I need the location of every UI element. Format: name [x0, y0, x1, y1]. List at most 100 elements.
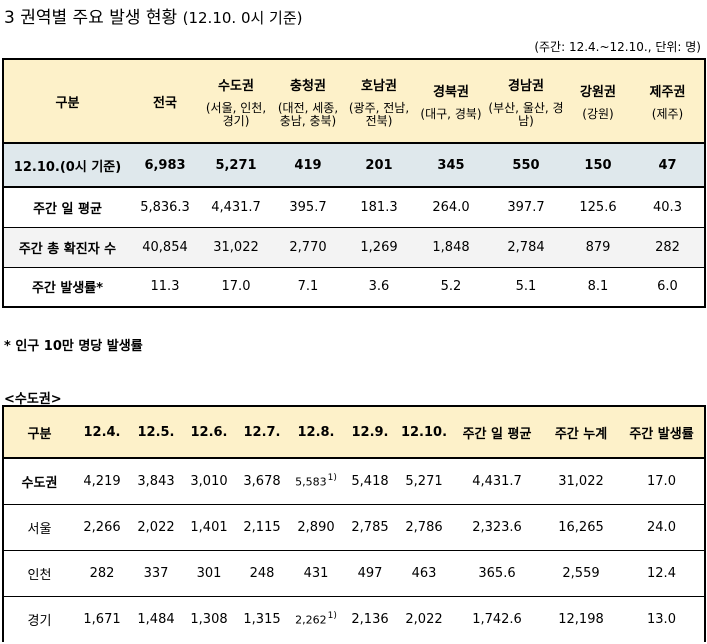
table-row: 인천 282 337 301 248 431 497 463 365.6 2,5…: [3, 549, 705, 596]
footnote-mark: 1): [327, 473, 337, 484]
table-header-row: 구분 전국 수도권 (서울, 인천, 경기) 충청권 (대전, 세종, 충남, 충북…: [3, 59, 705, 143]
table-cell: 248: [235, 549, 289, 596]
footnote-mark: 1): [327, 611, 337, 622]
table-cell: 40.3: [631, 186, 705, 227]
table-cell: 2,266: [75, 503, 129, 550]
table-cell: 6.0: [631, 266, 705, 307]
table-cell: 2,559: [543, 549, 619, 596]
table-cell: 1,671: [75, 595, 129, 642]
table-cell: 3,843: [129, 457, 183, 504]
col-header: 12.7.: [235, 406, 289, 458]
table-cell: 2,022: [397, 595, 451, 642]
section-subtitle: <수도권>: [4, 392, 62, 407]
table-row: 12.10.(0시 기준) 6,983 5,271 419 201 345 55…: [3, 142, 705, 187]
table-cell: 40,854: [131, 226, 199, 267]
table-cell: 31,022: [199, 226, 273, 267]
table-row: 주간 일 평균 5,836.3 4,431.7 395.7 181.3 264.…: [3, 186, 705, 227]
col-header-region: 경남권 (부산, 울산, 경남): [487, 59, 565, 143]
col-header: 구분: [3, 406, 75, 458]
footnote: * 인구 10만 명당 발생률: [4, 339, 143, 354]
table-cell: 6,983: [131, 142, 199, 187]
table-cell: 2,323.6: [451, 503, 543, 550]
table-cell: 24.0: [619, 503, 705, 550]
table-row: 경기 1,671 1,484 1,308 1,315 2,2621) 2,136…: [3, 595, 705, 642]
table-cell: 337: [129, 549, 183, 596]
row-label: 주간 총 확진자 수: [3, 226, 131, 267]
table-row: 서울 2,266 2,022 1,401 2,115 2,890 2,785 2…: [3, 503, 705, 550]
table-cell: 47: [631, 142, 705, 187]
title-date: (12.10. 0시 기준): [182, 9, 303, 27]
col-header-region: 경북권 (대구, 경북): [415, 59, 487, 143]
table-cell: 2,784: [487, 226, 565, 267]
table-cell: 2,022: [129, 503, 183, 550]
table-cell: 16,265: [543, 503, 619, 550]
table-cell: 12.4: [619, 549, 705, 596]
table-cell: 2,890: [289, 503, 343, 550]
table-cell: 2,785: [343, 503, 397, 550]
col-header: 주간 일 평균: [451, 406, 543, 458]
table-cell: 1,308: [183, 595, 235, 642]
table-row: 주간 총 확진자 수 40,854 31,022 2,770 1,269 1,8…: [3, 226, 705, 267]
col-header: 주간 발생률: [619, 406, 705, 458]
table-header-row: 구분 12.4. 12.5. 12.6. 12.7. 12.8. 12.9. 1…: [3, 406, 705, 458]
table-cell: 5,271: [397, 457, 451, 504]
table-cell: 4,431.7: [199, 186, 273, 227]
col-header-category: 구분: [3, 59, 131, 143]
table-cell: 11.3: [131, 266, 199, 307]
row-label: 서울: [3, 503, 75, 550]
table-cell: 2,2621): [289, 595, 343, 642]
col-header-region: 호남권 (광주, 전남, 전북): [343, 59, 415, 143]
col-header-region: 수도권 (서울, 인천, 경기): [199, 59, 273, 143]
row-label: 주간 발생률*: [3, 266, 131, 307]
table-cell: 345: [415, 142, 487, 187]
col-header-region: 강원권 (강원): [565, 59, 631, 143]
col-header: 12.5.: [129, 406, 183, 458]
table-cell: 264.0: [415, 186, 487, 227]
table-row: 주간 발생률* 11.3 17.0 7.1 3.6 5.2 5.1 8.1 6.…: [3, 266, 705, 307]
table-cell: 397.7: [487, 186, 565, 227]
row-label: 주간 일 평균: [3, 186, 131, 227]
regional-summary-table: 구분 전국 수도권 (서울, 인천, 경기) 충청권 (대전, 세종, 충남, 충북…: [2, 58, 706, 308]
row-label: 12.10.(0시 기준): [3, 142, 131, 187]
table-cell: 125.6: [565, 186, 631, 227]
table-cell: 419: [273, 142, 343, 187]
table-cell: 3.6: [343, 266, 415, 307]
table-cell: 301: [183, 549, 235, 596]
page-title: 3 권역별 주요 발생 현황 (12.10. 0시 기준): [4, 3, 303, 28]
table-cell: 3,010: [183, 457, 235, 504]
col-header-region: 제주권 (제주): [631, 59, 705, 143]
col-header: 주간 누계: [543, 406, 619, 458]
col-header: 12.9.: [343, 406, 397, 458]
col-header: 12.8.: [289, 406, 343, 458]
table-cell: 8.1: [565, 266, 631, 307]
table-cell: 5,418: [343, 457, 397, 504]
row-label: 수도권: [3, 457, 75, 504]
title-text: 3 권역별 주요 발생 현황: [4, 8, 178, 28]
unit-note: (주간: 12.4.~12.10., 단위: 명): [534, 40, 701, 54]
table-cell: 150: [565, 142, 631, 187]
col-header-region: 충청권 (대전, 세종, 충남, 충북): [273, 59, 343, 143]
table-cell: 7.1: [273, 266, 343, 307]
row-label: 인천: [3, 549, 75, 596]
table-cell: 5,5831): [289, 457, 343, 504]
table-cell: 1,484: [129, 595, 183, 642]
col-header-national: 전국: [131, 59, 199, 143]
table-cell: 395.7: [273, 186, 343, 227]
table-cell: 5,271: [199, 142, 273, 187]
table-cell: 431: [289, 549, 343, 596]
table-cell: 365.6: [451, 549, 543, 596]
table-cell: 31,022: [543, 457, 619, 504]
col-header: 12.6.: [183, 406, 235, 458]
table-cell: 879: [565, 226, 631, 267]
table-cell: 4,219: [75, 457, 129, 504]
table-cell: 1,401: [183, 503, 235, 550]
table-cell: 5,836.3: [131, 186, 199, 227]
table-cell: 5.2: [415, 266, 487, 307]
table-cell: 201: [343, 142, 415, 187]
table-cell: 17.0: [199, 266, 273, 307]
table-row: 수도권 4,219 3,843 3,010 3,678 5,5831) 5,41…: [3, 457, 705, 504]
table-cell: 5.1: [487, 266, 565, 307]
table-cell: 282: [631, 226, 705, 267]
table-cell: 282: [75, 549, 129, 596]
table-cell: 497: [343, 549, 397, 596]
